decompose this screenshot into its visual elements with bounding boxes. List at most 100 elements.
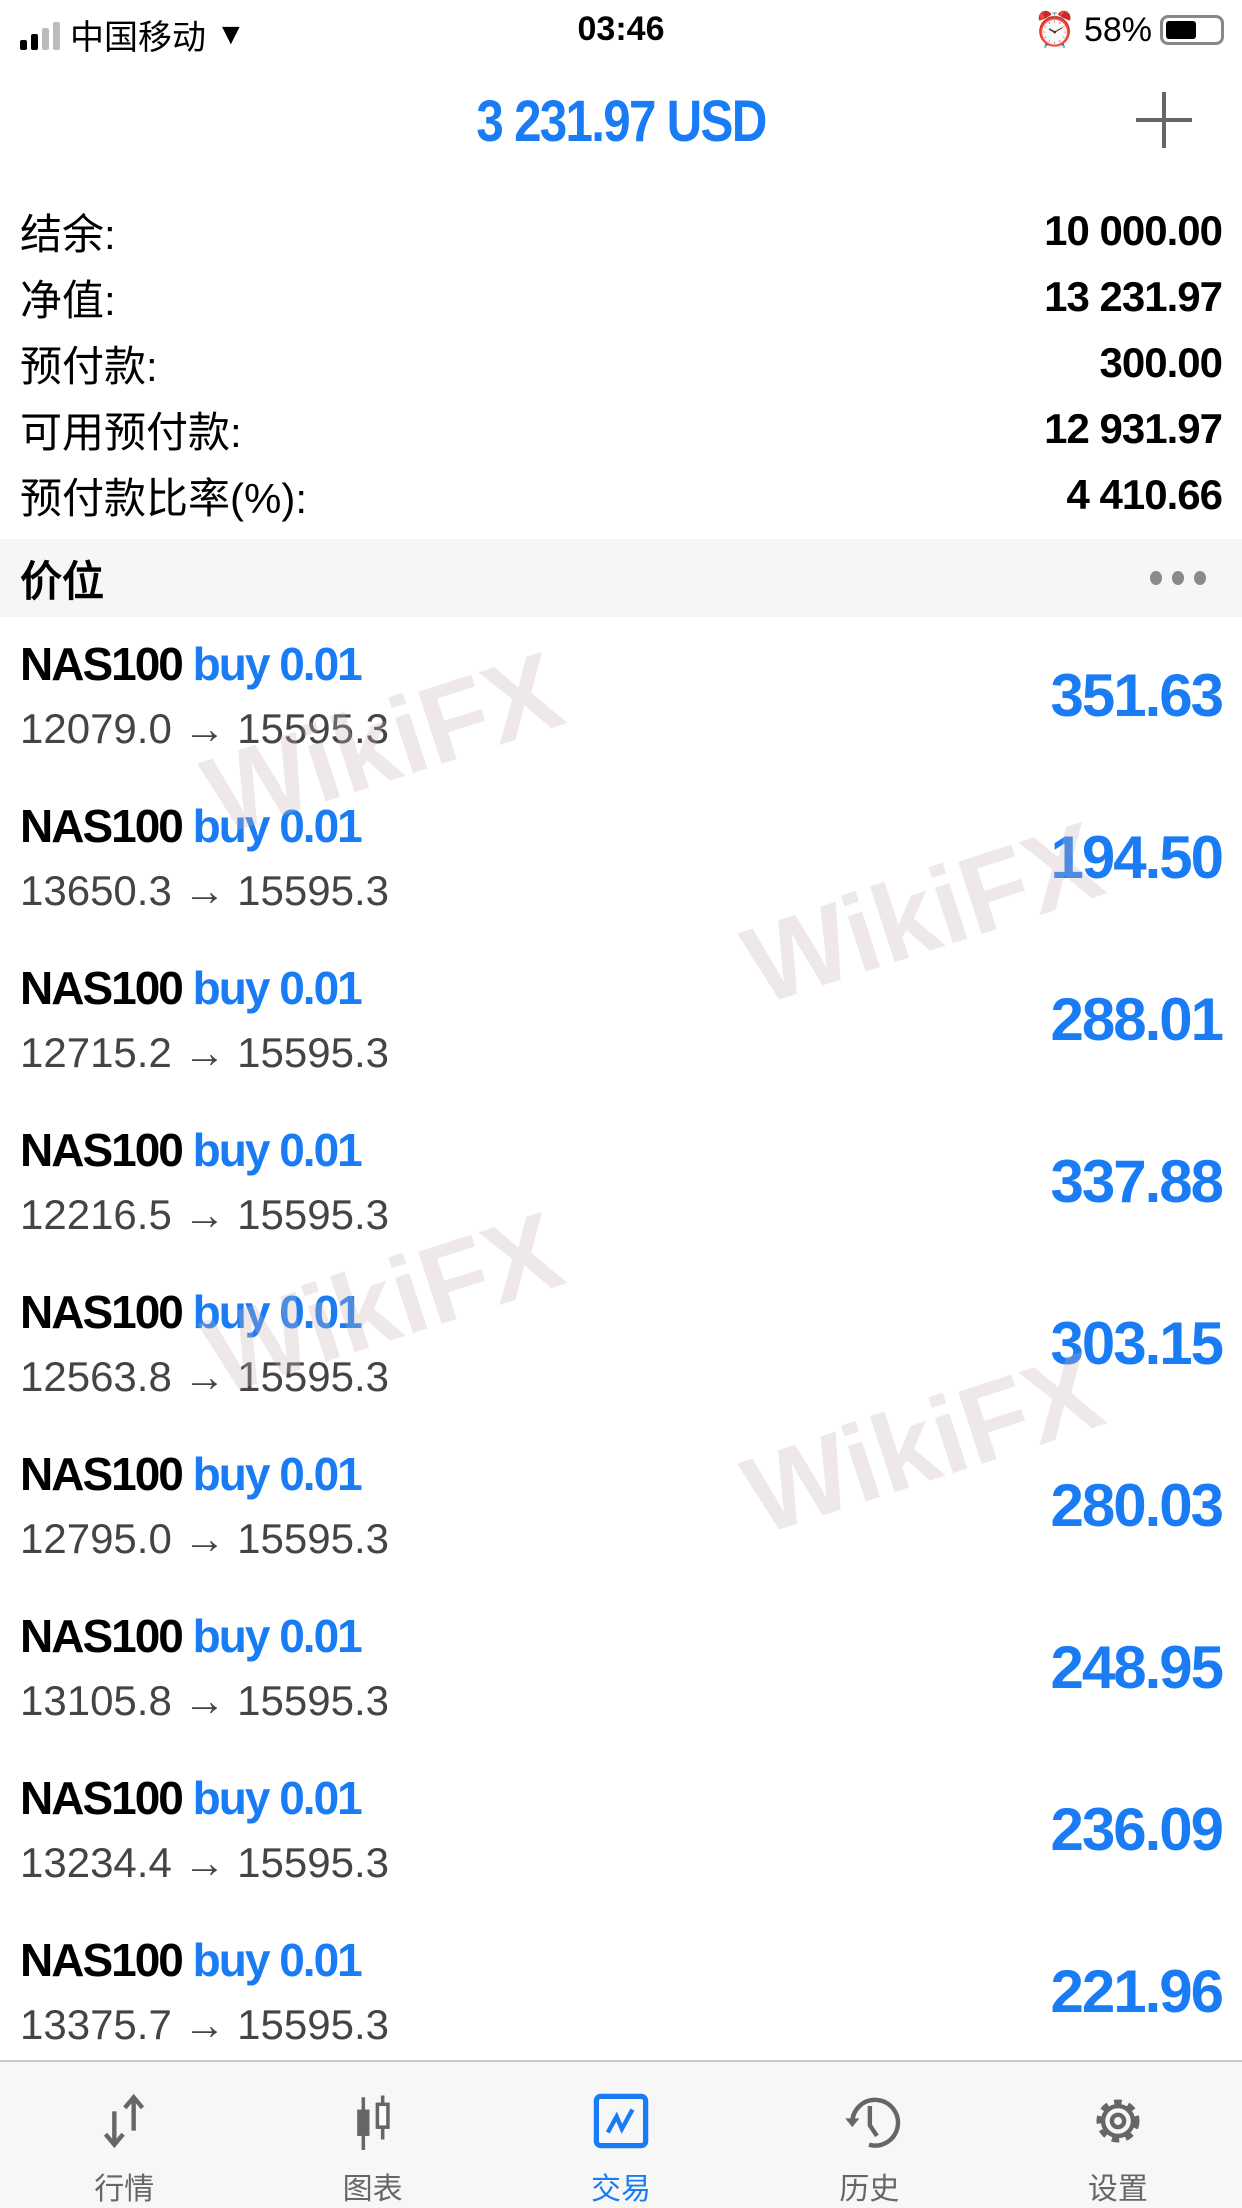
summary-label: 结余:	[20, 210, 116, 258]
tab-trade[interactable]: 交易	[497, 2062, 745, 2208]
tab-settings[interactable]: 设置	[994, 2062, 1242, 2208]
tab-label: 行情	[94, 2173, 155, 2206]
tab-bar: 行情 图表 交易 历史 设置	[0, 2060, 1242, 2208]
summary-label: 预付款比率(%):	[20, 474, 307, 522]
position-row[interactable]: NAS100 buy 0.01 12795.0 → 15595.3 280.03	[0, 1427, 1242, 1589]
position-symbol: NAS100 buy 0.01	[20, 1609, 363, 1663]
tab-quotes[interactable]: 行情	[0, 2062, 248, 2208]
clock: 03:46	[577, 10, 665, 48]
more-dots-icon[interactable]	[1150, 571, 1206, 585]
symbol: NAS100	[20, 800, 184, 852]
price-range: 12079.0 → 15595.3	[20, 705, 389, 752]
price-range: 13234.4 → 15595.3	[20, 1839, 389, 1886]
position-symbol: NAS100 buy 0.01	[20, 1933, 363, 1987]
account-summary: 结余: 10 000.00 净值: 13 231.97 预付款: 300.00 可用预…	[0, 198, 1242, 528]
history-clock-icon	[845, 2097, 901, 2148]
profit-value: 351.63	[1050, 662, 1224, 729]
trade-chart-icon	[593, 2093, 649, 2149]
profit-value: 288.01	[1050, 986, 1224, 1053]
symbol: NAS100	[20, 638, 184, 690]
positions-list: NAS100 buy 0.01 12079.0 → 15595.3 351.63 NA…	[0, 617, 1242, 2075]
summary-row-free-margin: 可用预付款: 12 931.97	[0, 396, 1242, 462]
section-title: 价位	[20, 557, 105, 605]
tab-label: 历史	[839, 2173, 900, 2206]
summary-value: 12 931.97	[1044, 405, 1223, 452]
tab-history[interactable]: 历史	[745, 2062, 993, 2208]
carrier: 中国移动	[70, 19, 206, 57]
alarm-icon: ⏰	[1033, 11, 1076, 49]
position-symbol: NAS100 buy 0.01	[20, 1771, 363, 1825]
position-row[interactable]: NAS100 buy 0.01 13375.7 → 15595.3 221.96	[0, 1913, 1242, 2075]
order-type: buy 0.01	[192, 1772, 363, 1824]
position-row[interactable]: NAS100 buy 0.01 13105.8 → 15595.3 248.95	[0, 1589, 1242, 1751]
summary-value: 4 410.66	[1066, 471, 1223, 518]
profit-value: 221.96	[1050, 1958, 1224, 2025]
settings-gear-icon	[1096, 2099, 1140, 2143]
tab-label: 图表	[342, 2173, 403, 2206]
position-symbol: NAS100 buy 0.01	[20, 961, 363, 1015]
summary-label: 可用预付款:	[20, 408, 242, 456]
page-title: 3 231.97 USD	[476, 89, 767, 154]
order-type: buy 0.01	[192, 1286, 363, 1338]
position-symbol: NAS100 buy 0.01	[20, 799, 363, 853]
position-symbol: NAS100 buy 0.01	[20, 637, 363, 691]
quotes-arrows-icon	[104, 2093, 145, 2149]
price-range: 12216.5 → 15595.3	[20, 1191, 389, 1238]
profit-value: 280.03	[1050, 1472, 1224, 1539]
position-row[interactable]: NAS100 buy 0.01 13650.3 → 15595.3 194.50	[0, 779, 1242, 941]
price-range: 13375.7 → 15595.3	[20, 2001, 389, 2048]
signal-icon	[20, 20, 60, 50]
profit-value: 248.95	[1050, 1634, 1224, 1701]
summary-value: 10 000.00	[1044, 207, 1223, 254]
position-row[interactable]: NAS100 buy 0.01 12715.2 → 15595.3 288.01	[0, 941, 1242, 1103]
summary-row-balance: 结余: 10 000.00	[0, 198, 1242, 264]
profit-value: 236.09	[1050, 1796, 1224, 1863]
symbol: NAS100	[20, 962, 184, 1014]
position-symbol: NAS100 buy 0.01	[20, 1123, 363, 1177]
symbol: NAS100	[20, 1286, 184, 1338]
battery-icon	[1160, 15, 1224, 45]
profit-value: 194.50	[1050, 824, 1224, 891]
order-type: buy 0.01	[192, 638, 363, 690]
summary-label: 预付款:	[20, 342, 158, 390]
price-range: 13650.3 → 15595.3	[20, 867, 389, 914]
order-type: buy 0.01	[192, 1124, 363, 1176]
summary-value: 300.00	[1099, 339, 1223, 386]
position-row[interactable]: NAS100 buy 0.01 13234.4 → 15595.3 236.09	[0, 1751, 1242, 1913]
profit-value: 337.88	[1050, 1148, 1224, 1215]
position-row[interactable]: NAS100 buy 0.01 12216.5 → 15595.3 337.88	[0, 1103, 1242, 1265]
order-type: buy 0.01	[192, 1448, 363, 1500]
position-symbol: NAS100 buy 0.01	[20, 1285, 363, 1339]
tab-label: 交易	[591, 2173, 652, 2206]
price-range: 12795.0 → 15595.3	[20, 1515, 389, 1562]
positions-header: 价位	[0, 539, 1242, 617]
order-type: buy 0.01	[192, 1934, 363, 1986]
status-bar: 中国移动 ▼ 03:46 ⏰ 58%	[0, 0, 1242, 62]
symbol: NAS100	[20, 1772, 184, 1824]
price-range: 12715.2 → 15595.3	[20, 1029, 389, 1076]
battery-percent: 58%	[1083, 10, 1152, 49]
position-row[interactable]: NAS100 buy 0.01 12563.8 → 15595.3 303.15	[0, 1265, 1242, 1427]
price-range: 13105.8 → 15595.3	[20, 1677, 389, 1724]
summary-row-equity: 净值: 13 231.97	[0, 264, 1242, 330]
symbol: NAS100	[20, 1448, 184, 1500]
summary-label: 净值:	[20, 276, 116, 324]
position-row[interactable]: NAS100 buy 0.01 12079.0 → 15595.3 351.63	[0, 617, 1242, 779]
price-range: 12563.8 → 15595.3	[20, 1353, 389, 1400]
symbol: NAS100	[20, 1934, 184, 1986]
tab-charts[interactable]: 图表	[248, 2062, 496, 2208]
summary-row-margin: 预付款: 300.00	[0, 330, 1242, 396]
wifi-icon: ▼	[216, 17, 246, 51]
plus-icon[interactable]	[1136, 92, 1192, 148]
order-type: buy 0.01	[192, 1610, 363, 1662]
order-type: buy 0.01	[192, 800, 363, 852]
order-type: buy 0.01	[192, 962, 363, 1014]
symbol: NAS100	[20, 1124, 184, 1176]
candlestick-chart-icon	[356, 2095, 390, 2150]
tab-label: 设置	[1087, 2173, 1148, 2206]
profit-value: 303.15	[1050, 1310, 1224, 1377]
position-symbol: NAS100 buy 0.01	[20, 1447, 363, 1501]
symbol: NAS100	[20, 1610, 184, 1662]
summary-value: 13 231.97	[1044, 273, 1223, 320]
summary-row-margin-level: 预付款比率(%): 4 410.66	[0, 462, 1242, 528]
